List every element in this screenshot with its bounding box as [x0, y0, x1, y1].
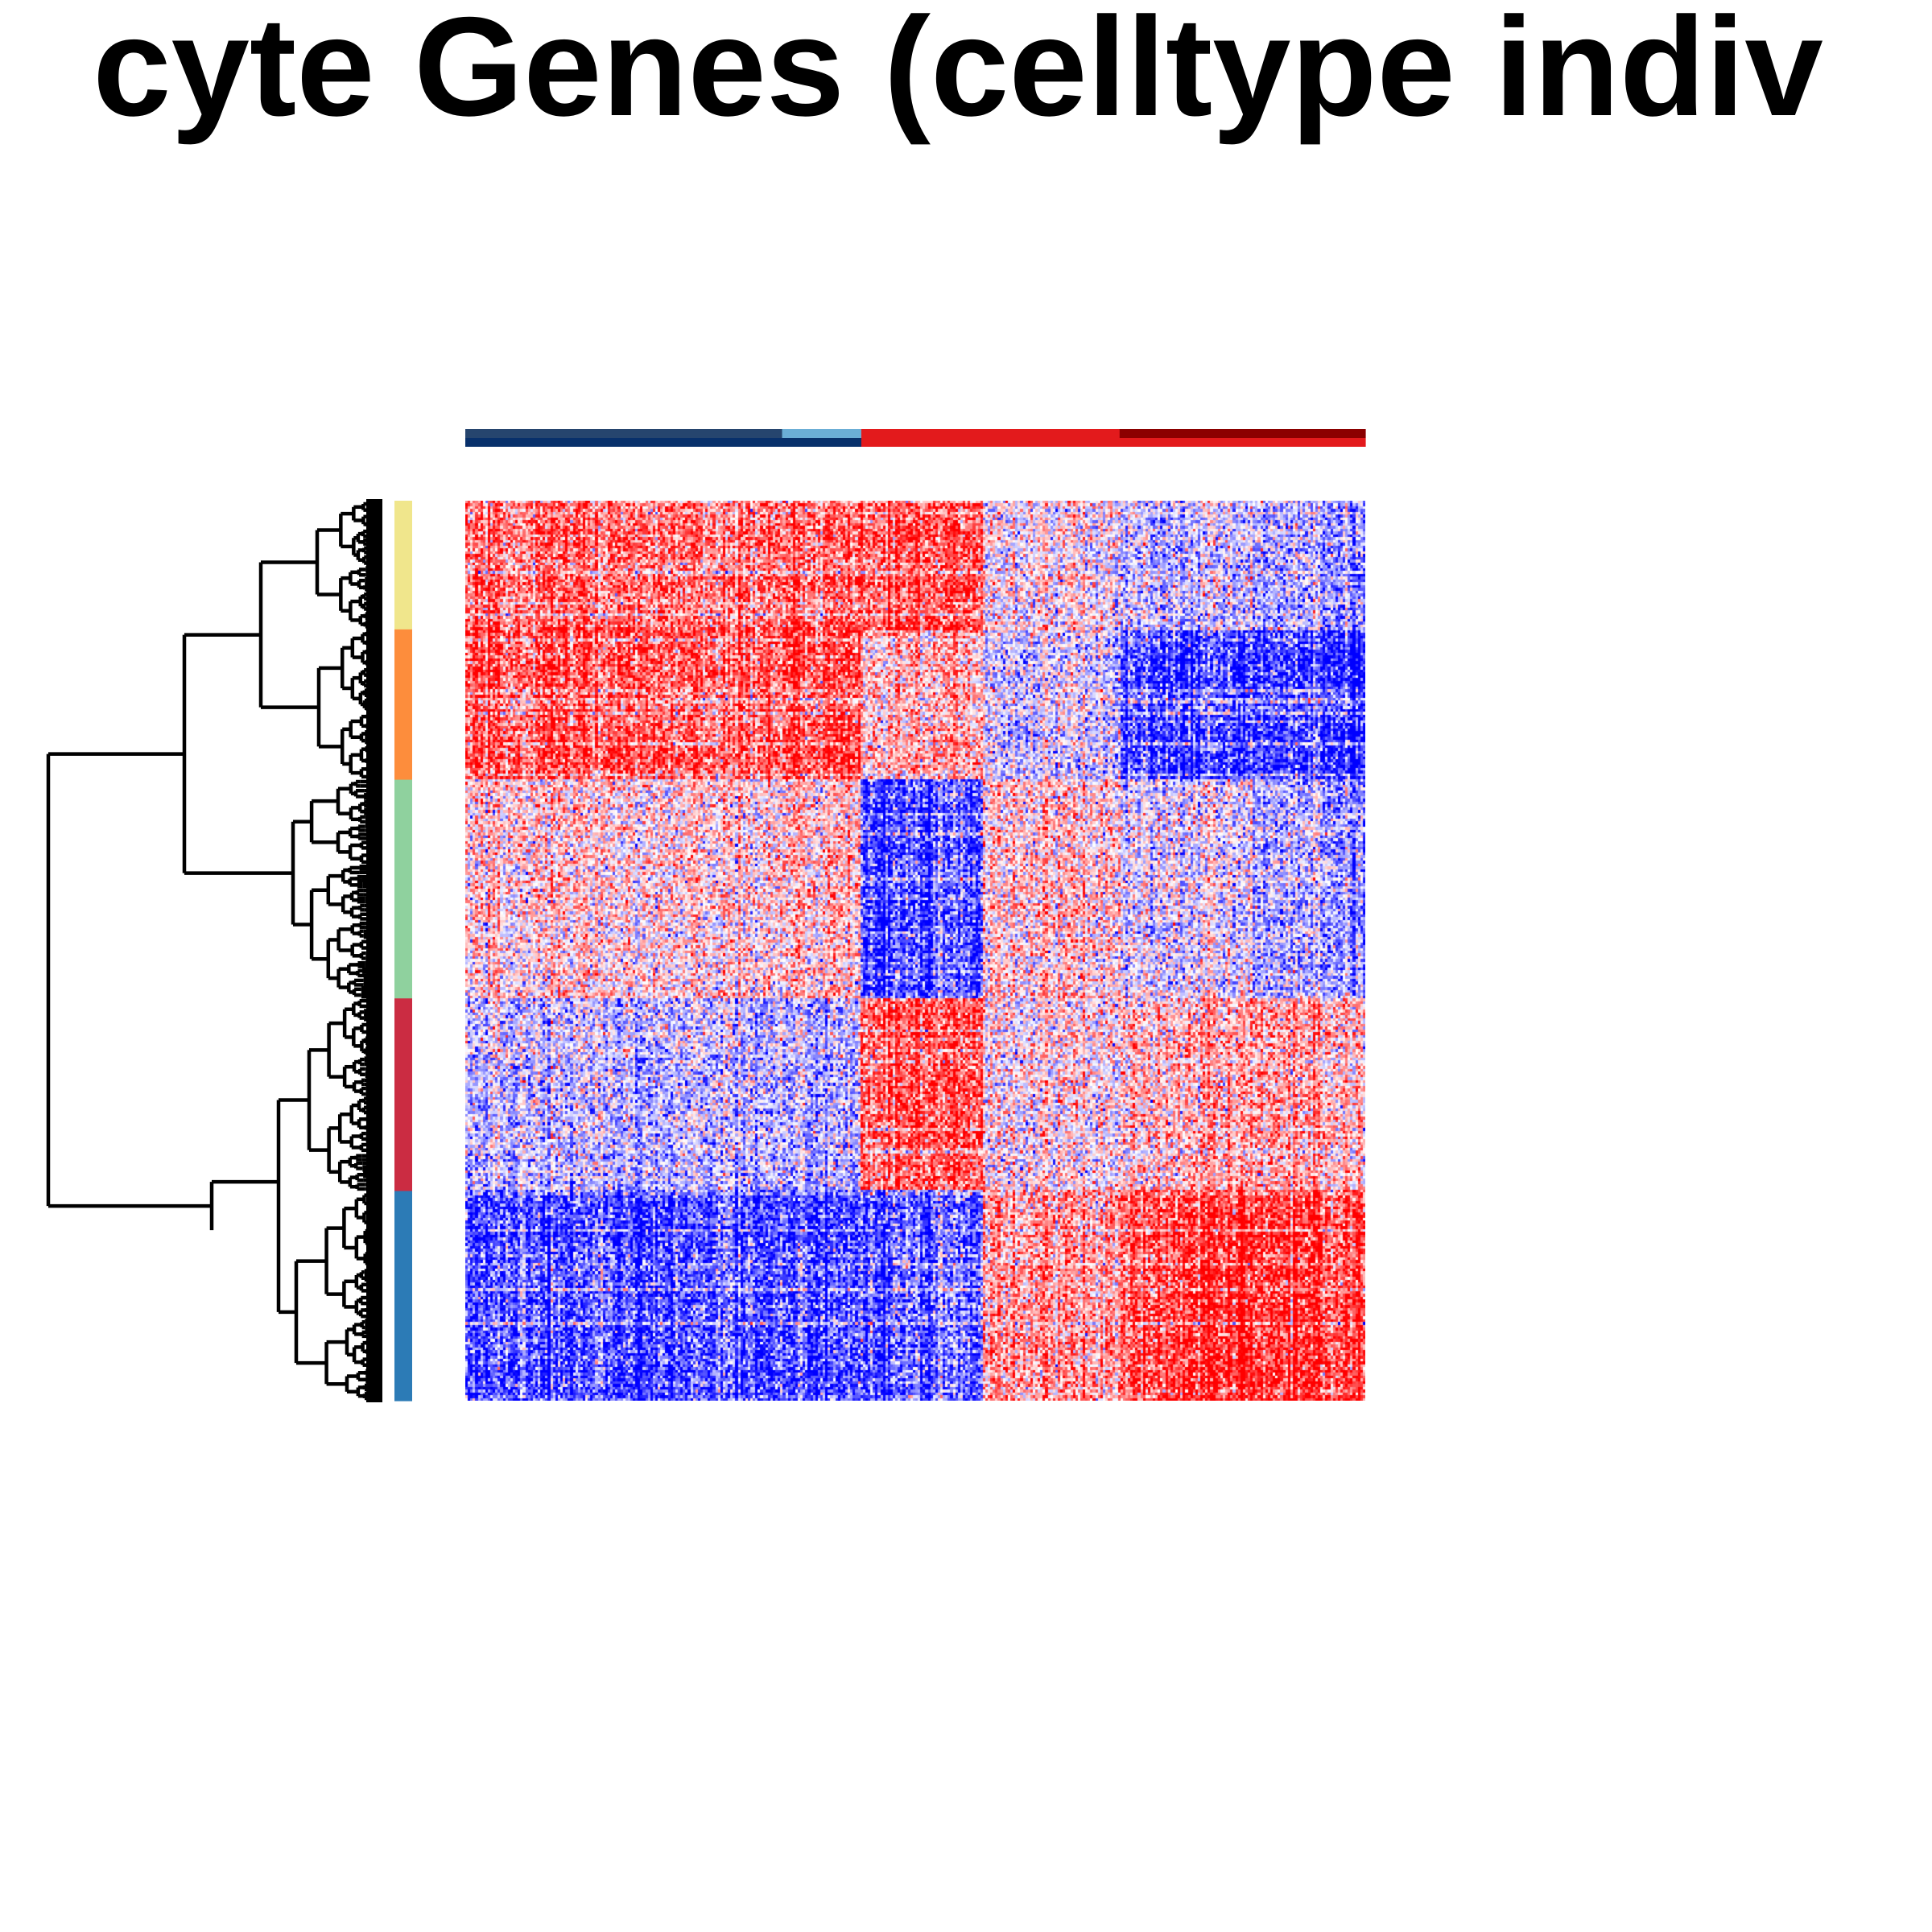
- column-group-3: [1119, 429, 1366, 438]
- column-group-2: [861, 429, 1121, 438]
- row-cluster-2: [394, 779, 412, 999]
- heatmap-matrix: [465, 501, 1365, 1401]
- row-cluster-3: [394, 998, 412, 1192]
- column-group-1: [782, 429, 862, 438]
- row-cluster-0: [394, 501, 412, 630]
- column-subgroup-1: [861, 438, 1366, 447]
- column-group-0: [465, 429, 783, 438]
- row-cluster-4: [394, 1191, 412, 1402]
- column-group-bar: [465, 429, 1366, 438]
- row-dendrogram: [46, 499, 382, 1402]
- chart-title: cyte Genes (celltype indiv: [93, 0, 1823, 146]
- column-subgroup-0: [465, 438, 862, 447]
- row-cluster-1: [394, 629, 412, 781]
- column-subgroup-bar: [465, 438, 1366, 447]
- row-cluster-bar: [394, 501, 412, 1402]
